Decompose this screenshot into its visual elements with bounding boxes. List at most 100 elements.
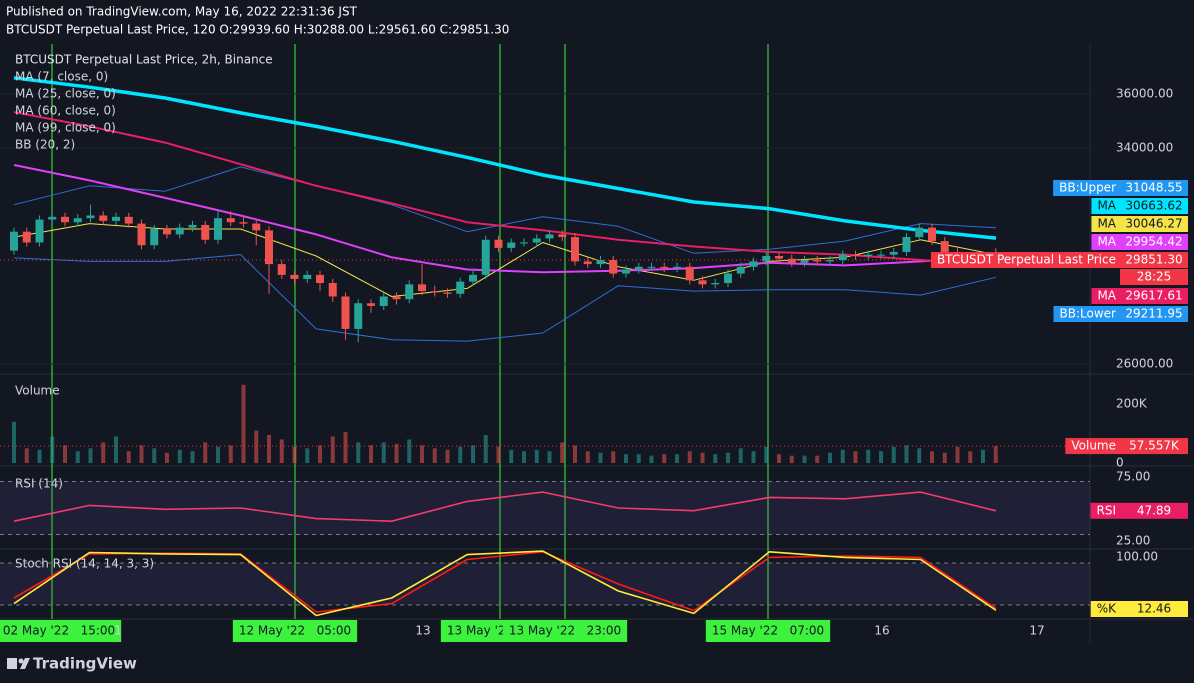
price-tag-value bbox=[1120, 234, 1188, 251]
band-fill bbox=[0, 563, 1090, 605]
candle-body bbox=[698, 280, 707, 285]
volume-bar bbox=[904, 445, 909, 464]
candle-body bbox=[405, 284, 414, 300]
candle-body bbox=[188, 224, 197, 228]
price-tag-label: 29954.42 bbox=[1125, 235, 1182, 249]
volume-bar bbox=[942, 452, 947, 464]
candle-body bbox=[10, 231, 18, 251]
candle-body bbox=[826, 260, 834, 262]
volume-bar bbox=[177, 449, 182, 464]
candle-body bbox=[201, 224, 210, 240]
candle-body bbox=[86, 215, 95, 219]
price-tag-name-box bbox=[1091, 198, 1120, 215]
price-tag-value bbox=[1120, 252, 1188, 269]
price-tag-value bbox=[1120, 438, 1188, 455]
volume-bar bbox=[828, 452, 832, 464]
volume-bar bbox=[228, 445, 233, 464]
volume-bar bbox=[687, 451, 692, 464]
candle-body bbox=[430, 291, 439, 293]
candle-body bbox=[328, 282, 337, 297]
pane-title: Volume bbox=[15, 384, 60, 398]
volume-bar bbox=[279, 439, 284, 464]
volume-bar bbox=[930, 451, 934, 464]
price-tag-name: MA bbox=[1097, 289, 1116, 303]
x-tick-label: 13 May '22 23:00 bbox=[509, 624, 621, 638]
volume-bar bbox=[267, 435, 271, 464]
volume-bar bbox=[879, 451, 883, 464]
candle-body bbox=[915, 227, 924, 238]
candle-body bbox=[418, 284, 426, 292]
candle-body bbox=[762, 255, 771, 262]
volume-bar bbox=[700, 452, 705, 464]
price-tag-name: MA bbox=[1097, 235, 1116, 249]
volume-bar bbox=[407, 439, 412, 464]
candle-body bbox=[507, 242, 516, 248]
x-tick-highlight bbox=[705, 620, 831, 642]
volume-bar bbox=[75, 451, 80, 464]
candle-body bbox=[673, 266, 681, 269]
candle-body bbox=[494, 239, 503, 248]
volume-bar bbox=[496, 446, 501, 464]
volume-bar bbox=[458, 446, 463, 464]
price-tag-name: MA bbox=[1097, 199, 1116, 213]
legend-entry: MA (25, close, 0) bbox=[15, 87, 116, 101]
x-tick-label: 13 May '22 bbox=[447, 624, 513, 638]
volume-bar bbox=[318, 445, 322, 464]
candle-body bbox=[864, 254, 873, 256]
legend-title: BTCUSDT Perpetual Last Price, 2h, Binanc… bbox=[15, 53, 273, 67]
price-tag-value bbox=[1120, 198, 1188, 215]
volume-bar bbox=[394, 443, 399, 464]
candle-body bbox=[545, 234, 554, 239]
y-tick-label: 100.00 bbox=[1116, 550, 1158, 564]
price-tag-name: RSI bbox=[1097, 503, 1117, 517]
volume-bar bbox=[356, 442, 361, 464]
volume-bar bbox=[254, 430, 259, 464]
price-tag-value bbox=[1120, 288, 1188, 305]
candle-body bbox=[22, 231, 31, 243]
candle-body bbox=[137, 223, 146, 246]
volume-bar bbox=[573, 445, 577, 464]
price-tag-label: 29211.95 bbox=[1125, 307, 1182, 321]
volume-bar bbox=[713, 454, 718, 464]
price-tag-label: 30663.62 bbox=[1125, 199, 1182, 213]
candle-body bbox=[354, 303, 363, 329]
volume-bar bbox=[598, 452, 603, 464]
brand: TradingView bbox=[33, 655, 137, 673]
candle-body bbox=[124, 216, 133, 224]
volume-bar bbox=[981, 449, 985, 464]
candle-body bbox=[48, 216, 57, 220]
price-tag-value bbox=[1120, 180, 1188, 197]
price-tag-name-box bbox=[1053, 306, 1120, 323]
x-tick-highlight bbox=[232, 620, 358, 642]
volume-bar bbox=[547, 451, 552, 464]
logo-shape bbox=[7, 658, 17, 669]
volume-bar bbox=[853, 451, 858, 464]
volume-bar bbox=[305, 448, 310, 464]
candle-body bbox=[583, 261, 592, 265]
candle-body bbox=[112, 216, 120, 221]
legend-entry: MA (60, close, 0) bbox=[15, 104, 116, 118]
y-tick-label: 25.00 bbox=[1116, 534, 1150, 548]
volume-bar bbox=[522, 451, 526, 464]
volume-bar bbox=[585, 451, 590, 464]
candle-body bbox=[775, 255, 783, 259]
price-tag-label: 29617.61 bbox=[1125, 289, 1182, 303]
volume-bar bbox=[611, 451, 616, 464]
x-tick-label: 15 May '22 07:00 bbox=[712, 624, 824, 638]
volume-bar bbox=[139, 445, 144, 464]
price-tag-name-box bbox=[1090, 502, 1120, 519]
candle-body bbox=[532, 238, 541, 243]
volume-bar bbox=[420, 445, 424, 464]
volume-bar bbox=[891, 446, 896, 464]
volume-bar bbox=[764, 446, 769, 464]
volume-bar bbox=[126, 451, 131, 464]
price-tag-label: 29851.30 bbox=[1125, 253, 1182, 267]
candle-body bbox=[685, 266, 694, 281]
volume-bar bbox=[534, 449, 539, 464]
candle-body bbox=[277, 264, 286, 275]
candle-body bbox=[214, 218, 222, 240]
candle-body bbox=[481, 239, 490, 275]
price-tag-value bbox=[1120, 216, 1188, 233]
candle-body bbox=[303, 274, 312, 279]
volume-bar bbox=[152, 448, 157, 464]
